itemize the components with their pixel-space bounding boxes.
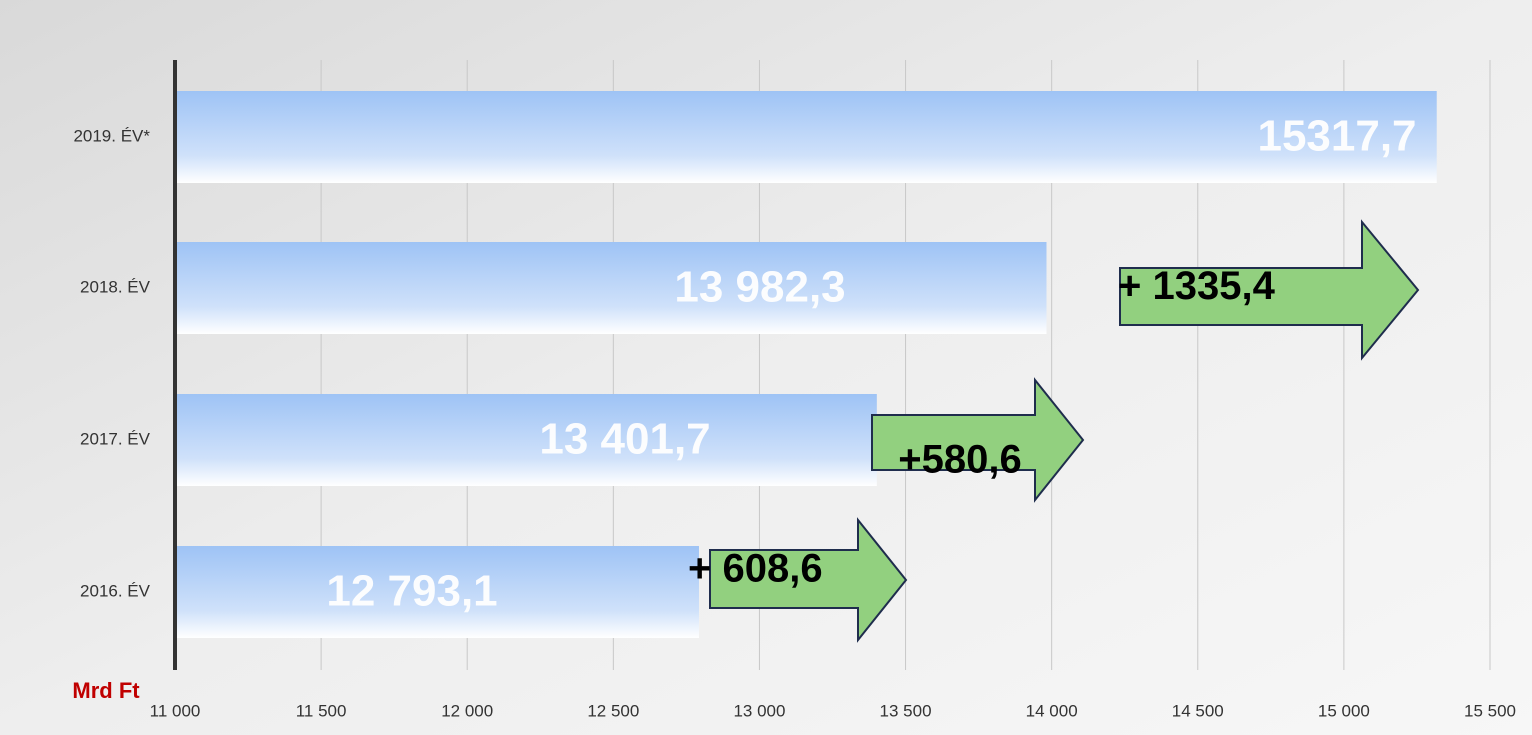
y-tick-label: 2016. ÉV [80, 581, 151, 600]
y-tick-label: 2017. ÉV [80, 429, 151, 448]
x-axis-label: Mrd Ft [72, 678, 140, 703]
annotation: + 1335,4 [1118, 264, 1276, 308]
y-tick-label: 2019. ÉV* [73, 126, 150, 145]
annotation: +580,6 [898, 438, 1021, 482]
x-tick-label: 12 500 [587, 701, 639, 720]
x-tick-label: 14 500 [1172, 701, 1224, 720]
bar [175, 394, 877, 486]
bar [175, 546, 699, 638]
arrow [871, 377, 1085, 503]
arrow [709, 517, 908, 643]
annotation: + 608,6 [688, 547, 823, 591]
arrow [1119, 219, 1420, 361]
bar [175, 242, 1047, 334]
value-label: 13 982,3 [674, 263, 845, 312]
value-label: 12 793,1 [326, 567, 497, 616]
x-tick-label: 15 000 [1318, 701, 1370, 720]
y-tick-label: 2018. ÉV [80, 277, 151, 296]
value-label: 13 401,7 [539, 415, 710, 464]
x-tick-label: 14 000 [1026, 701, 1078, 720]
x-tick-label: 11 000 [150, 701, 201, 720]
x-tick-label: 11 500 [296, 701, 347, 720]
x-tick-label: 15 500 [1464, 701, 1516, 720]
x-tick-label: 13 500 [880, 701, 932, 720]
x-tick-label: 13 000 [733, 701, 785, 720]
bar [175, 91, 1437, 183]
value-label: 15317,7 [1257, 112, 1416, 161]
x-tick-label: 12 000 [441, 701, 493, 720]
